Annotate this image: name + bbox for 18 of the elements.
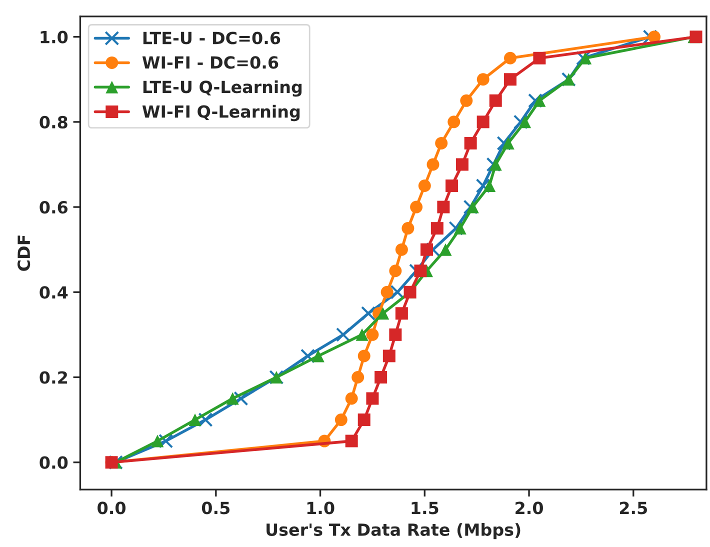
- x-tick-label: 1.0: [307, 502, 334, 514]
- x-tick-label: 2.5: [620, 502, 647, 514]
- legend-label: LTE-U Q-Learning: [143, 80, 302, 97]
- x-tick-label: 2.0: [516, 502, 543, 514]
- legend-label: WI-FI Q-Learning: [142, 104, 300, 122]
- x-tick-label: 1.5: [412, 502, 438, 514]
- y-tick-label: 0.8: [40, 116, 68, 129]
- y-tick-label: 0.0: [40, 456, 68, 469]
- y-tick-label: 1.0: [40, 30, 68, 44]
- x-axis-title: User's Tx Data Rate (Mbps): [266, 523, 520, 540]
- x-tick-label: 0.5: [202, 502, 230, 514]
- legend-label: LTE-U - DC=0.6: [143, 32, 280, 44]
- y-axis-title: CDF: [18, 236, 30, 271]
- y-tick-label: 0.4: [40, 286, 68, 299]
- y-tick-label: 0.6: [40, 200, 68, 214]
- y-tick-label: 0.2: [40, 371, 67, 384]
- legend-label: WI-FI - DC=0.6: [142, 56, 278, 69]
- x-tick-label: 0.0: [98, 502, 126, 514]
